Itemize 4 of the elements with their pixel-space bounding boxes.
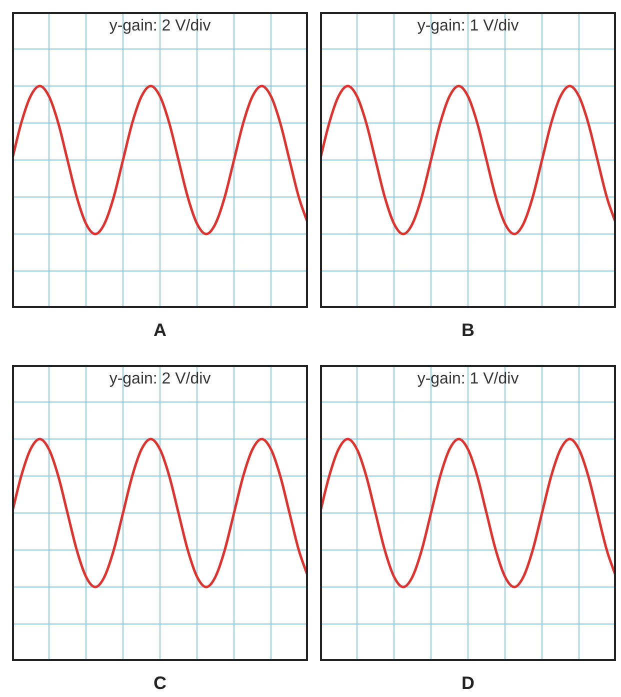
x-axis-title: A (152, 320, 168, 341)
x-axis-title: B (460, 320, 476, 341)
x-axis-title: C (152, 673, 168, 694)
x-axis-title: D (460, 673, 476, 694)
